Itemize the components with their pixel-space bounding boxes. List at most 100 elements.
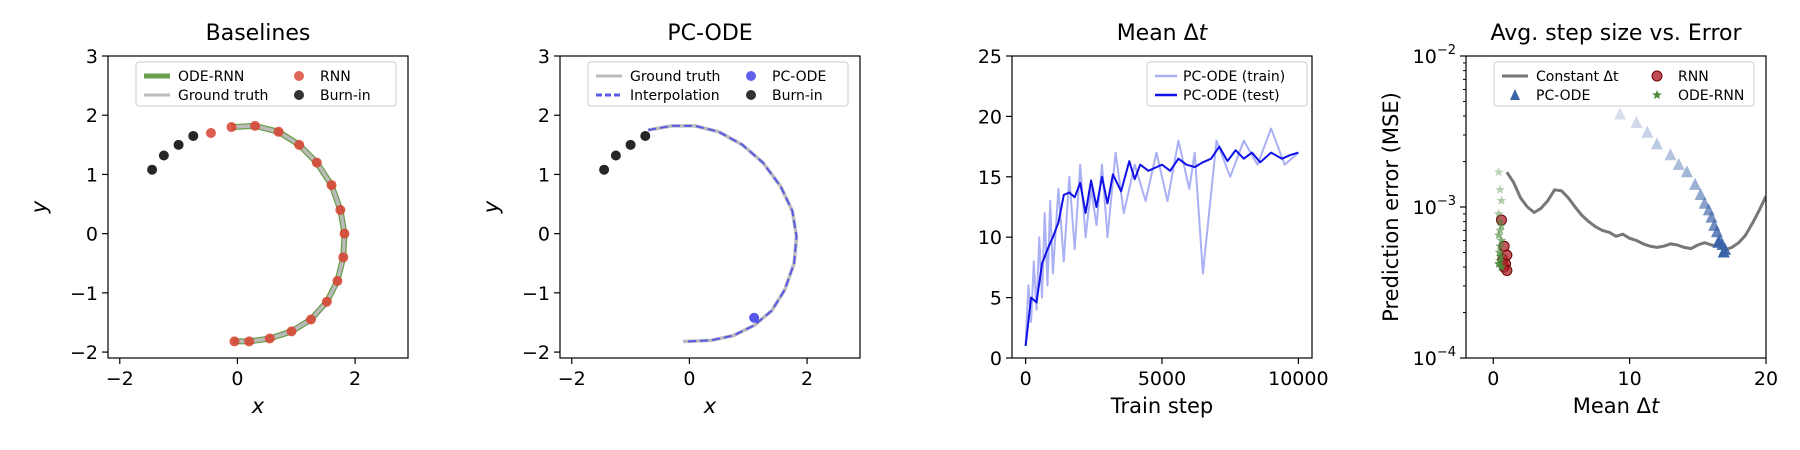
data-point [1494, 258, 1504, 268]
legend-box [1146, 61, 1308, 107]
x-axis-label: x [251, 394, 265, 418]
y-tick-exp: −3 [1437, 194, 1456, 209]
y-tick-exp: −4 [1437, 345, 1456, 360]
data-point [1496, 195, 1507, 205]
legend-label: PC-ODE [772, 69, 826, 85]
series-line [648, 124, 798, 343]
data-point [188, 130, 199, 141]
data-point [226, 122, 237, 133]
data-point [749, 312, 760, 323]
data-point [229, 336, 240, 347]
y-tick-label: 5 [990, 288, 1002, 310]
x-tick-label: 10 [1618, 368, 1642, 390]
chart-panel-0: −2 0 2 −2 −1 0 1 2 3 Baselines x y ODE-RNN Ground tru… [27, 21, 409, 418]
x-axis-label: x [703, 394, 717, 418]
legend-label: Burn-in [772, 88, 823, 104]
data-point [1501, 264, 1513, 276]
y-tick-label: 2 [86, 105, 98, 127]
y-tick-label: 15 [978, 167, 1002, 189]
y-tick-label: 10−3 [1413, 194, 1456, 219]
data-point [1630, 115, 1643, 128]
data-point [335, 204, 346, 215]
legend: Ground truth Interpolation PC-ODE Burn-in [587, 61, 849, 107]
data-point [173, 139, 184, 150]
data-point [294, 139, 305, 150]
data-point [147, 164, 158, 175]
y-tick-label: 10 [978, 227, 1002, 249]
series-line [1024, 127, 1300, 346]
data-point [610, 150, 621, 161]
data-point [1712, 235, 1725, 248]
legend-label: PC-ODE (test) [1183, 88, 1280, 104]
data-point [1494, 167, 1504, 177]
chart-title: Baselines [206, 21, 311, 46]
series-line [1505, 171, 1766, 252]
legend-label: Ground truth [178, 88, 268, 104]
series-line [1024, 145, 1299, 347]
legend-label: PC-ODE [1536, 88, 1590, 104]
y-tick-label: 3 [538, 46, 550, 68]
data-point [1494, 247, 1505, 257]
x-tick-label: 0 [231, 368, 243, 390]
axes-frame [559, 55, 861, 359]
data-point [1496, 235, 1507, 245]
legend: ODE-RNN Ground truth RNN Burn-in [135, 61, 397, 107]
data-point [1694, 188, 1707, 201]
data-point [1496, 251, 1506, 261]
plot-area [147, 120, 350, 347]
x-tick-label: 5000 [1138, 368, 1186, 390]
legend-label: Interpolation [630, 88, 720, 104]
legend-label: Ground truth [630, 69, 720, 85]
legend-swatch [746, 71, 756, 81]
x-tick-label: −2 [106, 368, 134, 390]
legend-label: ODE-RNN [1678, 88, 1744, 104]
legend-label: Constant Δt [1536, 69, 1619, 85]
data-point [338, 252, 349, 263]
data-point [158, 150, 169, 161]
title-italic: t [1199, 21, 1209, 46]
data-point [1495, 225, 1505, 235]
plot-area [1494, 107, 1766, 276]
axes-frame [107, 55, 409, 359]
data-point [1680, 165, 1693, 178]
y-tick-label: 1 [538, 164, 550, 186]
legend-swatch [294, 90, 304, 100]
legend: PC-ODE (train) PC-ODE (test) [1146, 61, 1308, 107]
chart-title: Avg. step size vs. Error [1490, 21, 1742, 46]
y-axis-label: y [479, 200, 503, 214]
y-tick-base: 10 [1413, 348, 1437, 370]
axes-frame [1011, 55, 1313, 359]
y-tick-base: 10 [1413, 46, 1437, 68]
chart-title: Mean Δt [1117, 21, 1209, 46]
data-point [244, 336, 255, 347]
data-point [311, 157, 322, 168]
y-tick-label: 10−2 [1413, 43, 1456, 68]
data-point [321, 296, 332, 307]
data-point [286, 326, 297, 337]
y-tick-label: 0 [990, 348, 1002, 370]
y-tick-label: −1 [522, 283, 550, 305]
series-line [231, 122, 348, 345]
legend-label: RNN [320, 69, 351, 85]
legend-swatch [294, 71, 304, 81]
y-tick-label: −2 [522, 342, 550, 364]
data-point [599, 164, 610, 175]
y-tick-label: 1 [86, 164, 98, 186]
title-part: Mean Δ [1117, 21, 1199, 46]
series-line [231, 124, 347, 344]
legend-label: RNN [1678, 69, 1709, 85]
legend-swatch [1651, 70, 1663, 82]
axes-frame [1465, 55, 1767, 359]
data-point [1689, 177, 1702, 190]
x-tick-label: 20 [1754, 368, 1778, 390]
x-axis-label: Mean Δt [1573, 394, 1660, 418]
series-line [647, 124, 799, 344]
data-point [264, 333, 275, 344]
x-tick-label: 0 [1020, 368, 1032, 390]
x-tick-label: 2 [349, 368, 361, 390]
data-point [1717, 245, 1730, 258]
data-point [640, 130, 651, 141]
data-point [1495, 241, 1505, 251]
